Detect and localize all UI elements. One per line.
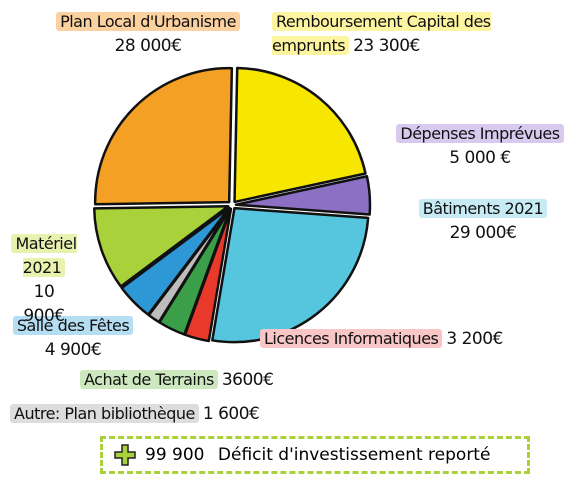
slice-label: Salle des Fêtes 4 900€ xyxy=(8,314,138,362)
pie-slice xyxy=(233,66,367,204)
value-label: 1 600€ xyxy=(202,404,260,424)
value-label: 5 000 € xyxy=(449,148,511,168)
footer-amount: 99 900 xyxy=(145,445,205,465)
pie-slice xyxy=(234,175,372,216)
slice-label: Matériel 2021 10 900€ xyxy=(8,232,80,328)
category-label: Matériel 2021 xyxy=(11,234,77,277)
slice-label: Autre: Plan bibliothèque 1 600€ xyxy=(10,402,340,426)
footer: 99 900 Déficit d'investissement reporté xyxy=(100,436,530,474)
value-label: 3 200€ xyxy=(446,329,503,349)
value-label: 10 900€ xyxy=(23,282,65,326)
category-label: Plan Local d'Urbanisme xyxy=(56,12,240,31)
category-label: Salle des Fêtes xyxy=(12,316,134,335)
category-label: Bâtiments 2021 xyxy=(418,199,548,218)
footer-text: Déficit d'investissement reporté xyxy=(217,445,491,465)
value-label: 23 300€ xyxy=(353,36,420,56)
slice-label: Licences Informatiques 3 200€ xyxy=(260,327,580,351)
pie-slice xyxy=(93,66,234,206)
category-label: Dépenses Imprévues xyxy=(396,124,564,143)
slice-label: Remboursement Capital des emprunts 23 300… xyxy=(272,10,572,58)
pie-slice xyxy=(120,206,231,316)
pie-slice xyxy=(92,205,230,288)
value-label: 29 000€ xyxy=(449,223,517,243)
slice-label: Achat de Terrains 3600€ xyxy=(80,368,380,392)
plus-icon xyxy=(114,444,136,466)
category-label: Autre: Plan bibliothèque xyxy=(10,404,199,423)
value-label: 3600€ xyxy=(221,370,274,390)
value-label: 4 900€ xyxy=(44,340,102,360)
pie-slice xyxy=(211,206,370,344)
slice-label: Bâtiments 2021 29 000€ xyxy=(388,197,578,245)
category-label: Licences Informatiques xyxy=(260,329,443,348)
slice-label: Dépenses Imprévues 5 000 € xyxy=(385,122,575,170)
category-label: Achat de Terrains xyxy=(80,370,218,389)
value-label: 28 000€ xyxy=(114,36,182,56)
slice-label: Plan Local d'Urbanisme 28 000€ xyxy=(28,10,268,58)
